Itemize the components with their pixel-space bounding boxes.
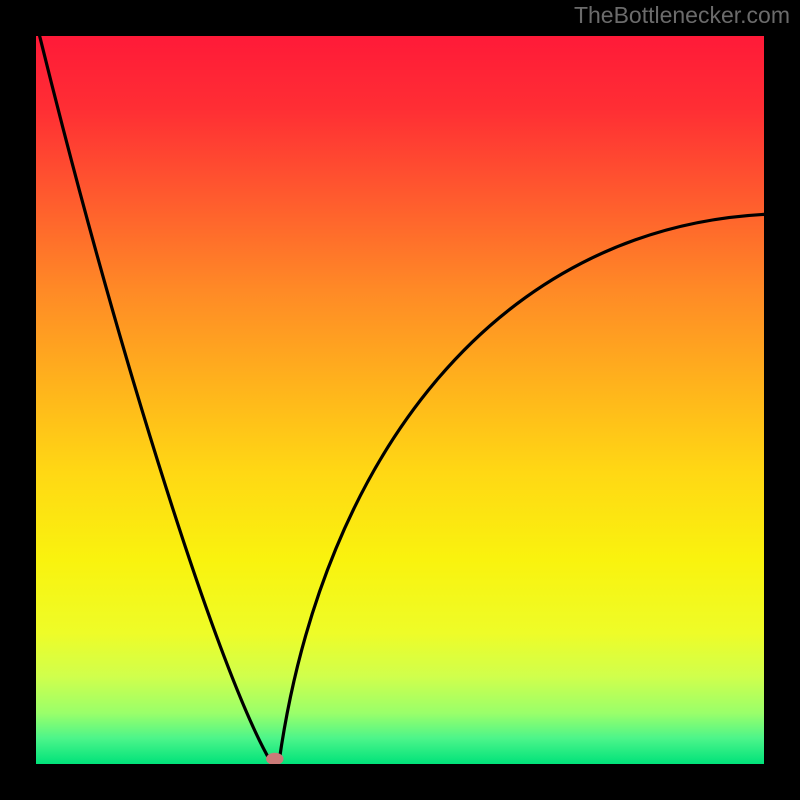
watermark-text: TheBottlenecker.com	[574, 2, 790, 29]
chart-canvas	[0, 0, 800, 800]
plot-background-gradient	[36, 36, 764, 764]
minimum-marker	[266, 753, 283, 765]
